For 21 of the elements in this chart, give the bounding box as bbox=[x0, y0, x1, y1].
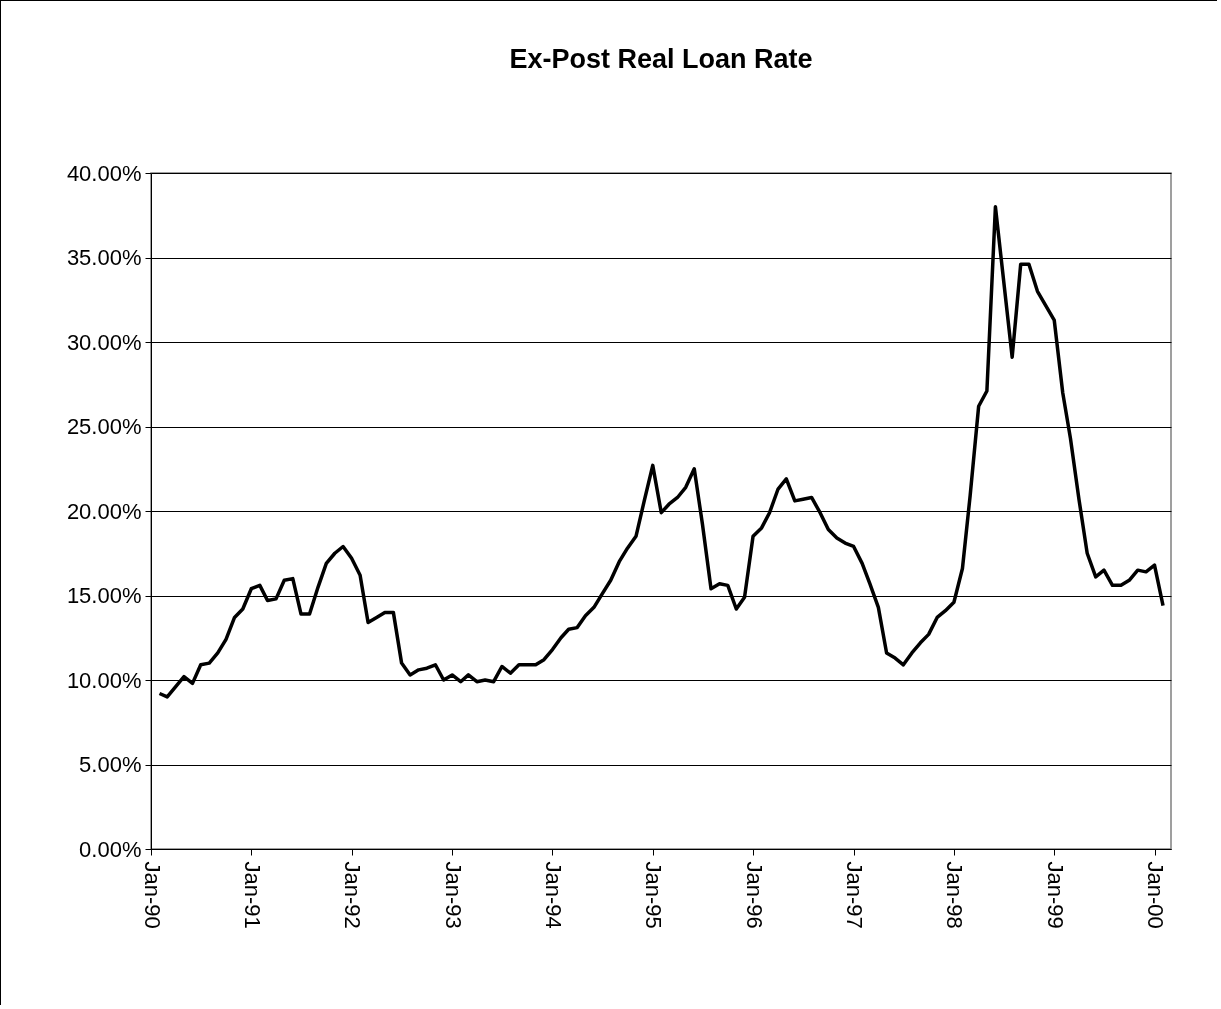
y-tick-label: 15.00% bbox=[66, 583, 142, 608]
x-tick-label: Jan-99 bbox=[1042, 861, 1068, 929]
y-tick-label: 30.00% bbox=[66, 329, 142, 355]
x-tick-label: Jan-00 bbox=[1143, 861, 1169, 929]
x-tick-label: Jan-96 bbox=[741, 861, 767, 929]
x-tick-label: Jan-95 bbox=[641, 861, 667, 929]
y-tick-label: 35.00% bbox=[66, 245, 142, 270]
x-tick-label: Jan-93 bbox=[440, 861, 466, 929]
x-tick-label: Jan-94 bbox=[540, 861, 566, 929]
y-tick-label: 0.00% bbox=[79, 836, 142, 862]
x-tick-label: Jan-92 bbox=[340, 861, 366, 929]
x-tick-label: Jan-97 bbox=[842, 861, 868, 929]
x-tick-label: Jan-98 bbox=[942, 861, 968, 929]
y-tick-label: 20.00% bbox=[66, 498, 142, 524]
y-tick-label: 25.00% bbox=[66, 414, 142, 439]
x-tick-label: Jan-90 bbox=[139, 861, 165, 929]
chart-title: Ex-Post Real Loan Rate bbox=[509, 44, 813, 74]
y-tick-label: 40.00% bbox=[66, 160, 142, 186]
x-tick-label: Jan-91 bbox=[239, 861, 265, 929]
y-tick-label: 10.00% bbox=[66, 667, 142, 693]
y-tick-label: 5.00% bbox=[79, 752, 142, 777]
